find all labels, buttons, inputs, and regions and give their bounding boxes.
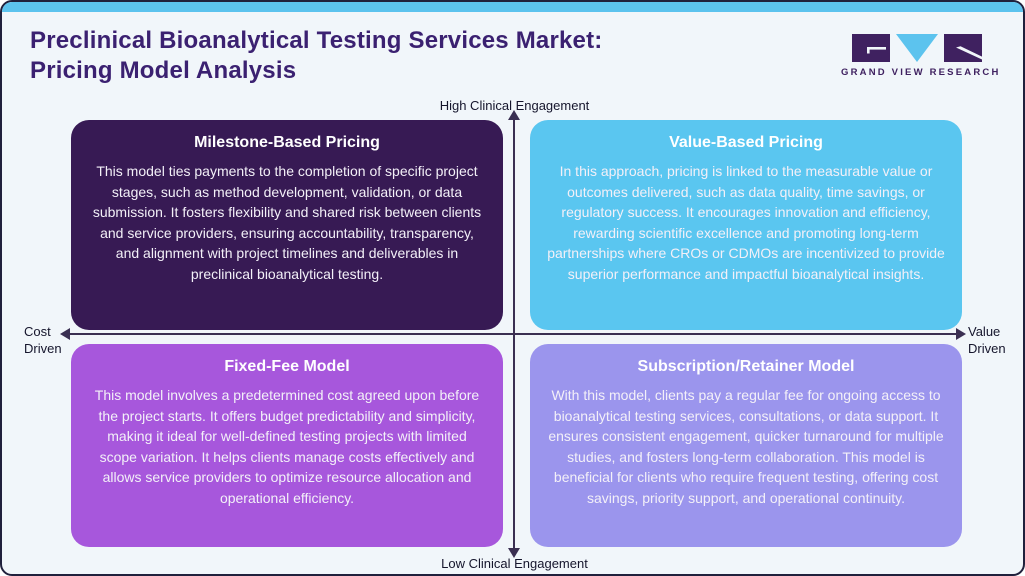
quadrant-title: Subscription/Retainer Model [637,358,855,375]
quadrant-title: Milestone-Based Pricing [194,134,380,151]
page-title: Preclinical Bioanalytical Testing Servic… [30,26,602,86]
axis-arrow-right-icon [956,328,966,340]
axis-label-cost: Cost [24,324,51,339]
axis-label-value-driven-line2: Driven [968,341,1006,356]
quadrant-body: This model ties payments to the completi… [92,163,482,282]
quadrant-milestone-based-pricing: Milestone-Based Pricing This model ties … [71,120,503,330]
quadrant-body: This model involves a predetermined cost… [94,387,480,506]
axis-arrow-down-icon [508,548,520,558]
horizontal-axis-line [68,333,958,335]
quadrant-fixed-fee-model: Fixed-Fee Model This model involves a pr… [71,344,503,547]
gvr-logo-icon [852,34,982,62]
axis-label-cost-driven: Cost Driven [24,323,62,357]
quadrant-value-based-pricing: Value-Based Pricing In this approach, pr… [530,120,962,330]
axis-label-high-clinical-engagement: High Clinical Engagement [439,98,590,113]
quadrant-subscription-retainer-model: Subscription/Retainer Model With this mo… [530,344,962,547]
gvr-logo-text: GRAND VIEW RESEARCH [841,67,1001,78]
top-accent-bar [2,2,1023,12]
axis-label-low-clinical-engagement: Low Clinical Engagement [441,556,588,571]
quadrant-title: Fixed-Fee Model [224,358,350,375]
axis-label-value: Value [968,324,1001,339]
page-title-line1: Preclinical Bioanalytical Testing Servic… [30,27,603,54]
axis-arrow-left-icon [60,328,70,340]
axis-label-value-driven: Value Driven [968,323,1006,357]
quadrant-title: Value-Based Pricing [669,134,823,151]
page-title-line2: Pricing Model Analysis [30,57,297,84]
grand-view-research-logo: GRAND VIEW RESEARCH [841,32,1001,78]
axis-label-cost-driven-line2: Driven [24,341,62,356]
quadrant-body: In this approach, pricing is linked to t… [547,163,945,282]
axis-arrow-up-icon [508,110,520,120]
quadrant-body: With this model, clients pay a regular f… [548,387,944,506]
